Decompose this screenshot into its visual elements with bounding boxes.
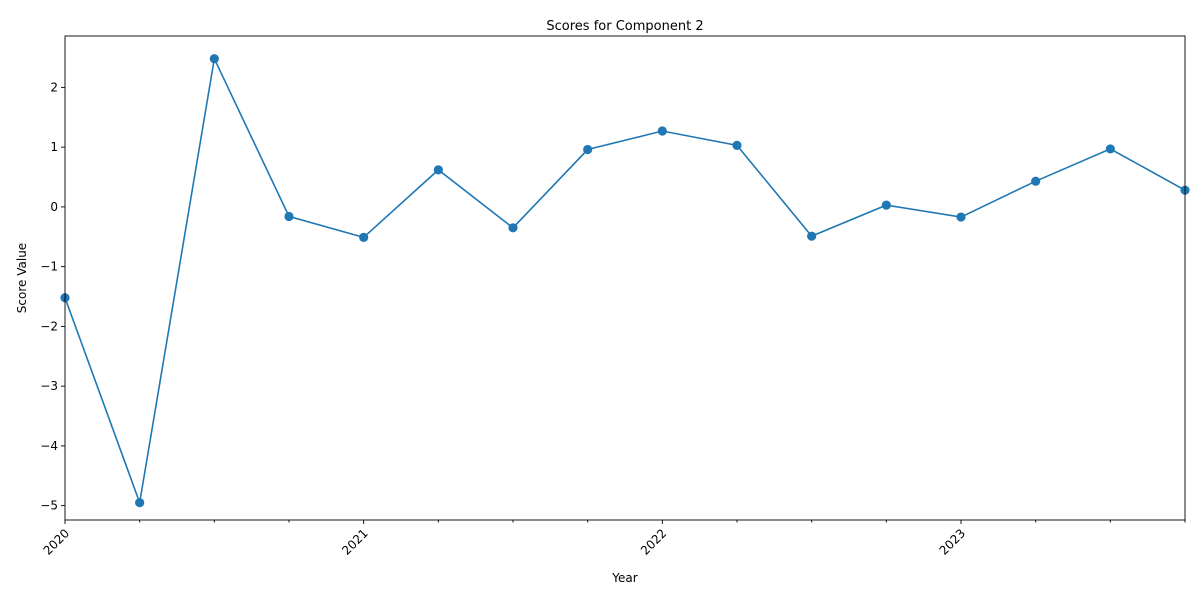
y-tick-label: 2 bbox=[50, 80, 58, 94]
data-point bbox=[807, 231, 817, 241]
x-axis-title: Year bbox=[611, 571, 637, 585]
data-point bbox=[1031, 176, 1041, 186]
data-point bbox=[209, 54, 219, 64]
data-point bbox=[433, 165, 443, 175]
data-point bbox=[135, 498, 145, 508]
y-tick-label: −3 bbox=[40, 379, 58, 393]
data-point bbox=[732, 140, 742, 150]
plot-frame bbox=[64, 35, 1186, 521]
data-point bbox=[881, 200, 891, 210]
y-tick-label: −5 bbox=[40, 499, 58, 513]
series-markers bbox=[60, 54, 1190, 508]
data-point bbox=[284, 211, 294, 222]
chart-title: Scores for Component 2 bbox=[546, 19, 703, 34]
series-line bbox=[64, 56, 1186, 506]
data-point bbox=[359, 232, 369, 242]
data-point bbox=[956, 212, 966, 222]
y-tick-label: −2 bbox=[40, 319, 58, 333]
y-tick-label: 1 bbox=[50, 140, 58, 154]
data-point bbox=[508, 223, 518, 233]
data-point bbox=[657, 126, 667, 136]
y-axis-title: Score Value bbox=[15, 243, 29, 313]
y-tick-label: −4 bbox=[40, 439, 58, 453]
y-axis-ticks: −5 −4 −3 −2 −1 0 1 2 bbox=[40, 80, 65, 513]
data-point bbox=[1105, 144, 1115, 154]
y-tick-label: −1 bbox=[40, 260, 58, 274]
data-point bbox=[583, 144, 593, 155]
y-tick-label: 0 bbox=[50, 200, 58, 214]
